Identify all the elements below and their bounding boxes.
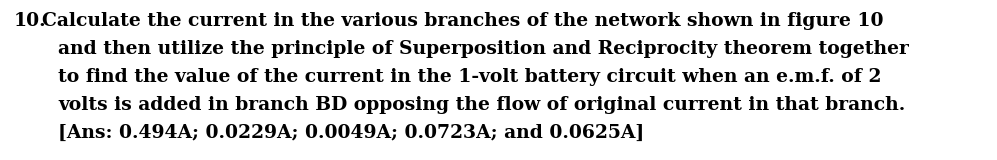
Text: and then utilize the principle of Superposition and Reciprocity theorem together: and then utilize the principle of Superp… [58, 40, 909, 58]
Text: to find the value of the current in the 1-volt battery circuit when an e.m.f. of: to find the value of the current in the … [58, 68, 881, 86]
Text: Calculate the current in the various branches of the network shown in figure 10: Calculate the current in the various bra… [42, 12, 883, 30]
Text: volts is added in branch BD opposing the flow of original current in that branch: volts is added in branch BD opposing the… [58, 96, 905, 114]
Text: 10.: 10. [14, 12, 47, 30]
Text: [Ans: 0.494A; 0.0229A; 0.0049A; 0.0723A; and 0.0625A]: [Ans: 0.494A; 0.0229A; 0.0049A; 0.0723A;… [58, 124, 644, 142]
